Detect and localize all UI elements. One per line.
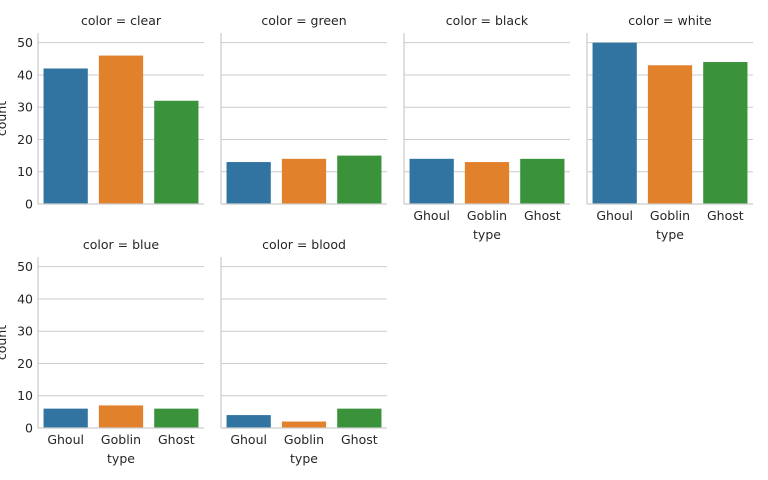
bar-ghoul xyxy=(226,162,271,204)
bar-goblin xyxy=(98,405,144,428)
x-tick-label: Ghost xyxy=(707,208,744,223)
y-tick-label: 40 xyxy=(17,291,33,306)
x-tick-label: Ghost xyxy=(341,432,378,447)
y-axis-label: count xyxy=(0,101,9,136)
bar-ghost xyxy=(337,408,382,428)
facet-title: color = black xyxy=(446,13,529,28)
x-tick-label: Ghoul xyxy=(596,208,633,223)
y-tick-label: 0 xyxy=(25,197,33,212)
bar-ghost xyxy=(154,100,199,204)
bar-ghost xyxy=(337,155,382,204)
y-tick-label: 30 xyxy=(17,324,33,339)
x-axis-label: type xyxy=(656,227,684,242)
bar-goblin xyxy=(647,65,693,204)
bar-goblin xyxy=(281,158,327,204)
bar-goblin xyxy=(464,162,510,204)
bar-ghost xyxy=(703,62,748,204)
x-tick-label: Goblin xyxy=(284,432,324,447)
x-axis-label: type xyxy=(107,451,135,466)
x-axis-label: type xyxy=(290,451,318,466)
x-tick-label: Ghoul xyxy=(47,432,84,447)
facet-title: color = blood xyxy=(262,237,346,252)
x-tick-label: Goblin xyxy=(650,208,690,223)
bar-ghost xyxy=(520,158,565,204)
bar-ghoul xyxy=(43,68,88,204)
x-tick-label: Ghost xyxy=(158,432,195,447)
x-axis-label: type xyxy=(473,227,501,242)
x-tick-label: Ghost xyxy=(524,208,561,223)
bar-ghoul xyxy=(592,42,637,204)
facet-title: color = green xyxy=(261,13,346,28)
y-tick-label: 50 xyxy=(17,35,33,50)
facet-title: color = clear xyxy=(81,13,162,28)
y-tick-label: 0 xyxy=(25,421,33,436)
bar-ghoul xyxy=(43,408,88,428)
bar-ghost xyxy=(154,408,199,428)
bar-goblin xyxy=(281,421,327,428)
x-tick-label: Ghoul xyxy=(413,208,450,223)
y-tick-label: 50 xyxy=(17,259,33,274)
y-tick-label: 10 xyxy=(17,388,33,403)
y-tick-label: 30 xyxy=(17,100,33,115)
facet-title: color = blue xyxy=(83,237,160,252)
facet-title: color = white xyxy=(628,13,712,28)
x-tick-label: Goblin xyxy=(101,432,141,447)
bar-ghoul xyxy=(409,158,454,204)
y-tick-label: 20 xyxy=(17,132,33,147)
x-tick-label: Goblin xyxy=(467,208,507,223)
bar-goblin xyxy=(98,55,144,205)
y-tick-label: 10 xyxy=(17,164,33,179)
y-tick-label: 40 xyxy=(17,67,33,82)
x-tick-label: Ghoul xyxy=(230,432,267,447)
bar-ghoul xyxy=(226,415,271,428)
y-tick-label: 20 xyxy=(17,356,33,371)
y-axis-label: count xyxy=(0,325,9,360)
